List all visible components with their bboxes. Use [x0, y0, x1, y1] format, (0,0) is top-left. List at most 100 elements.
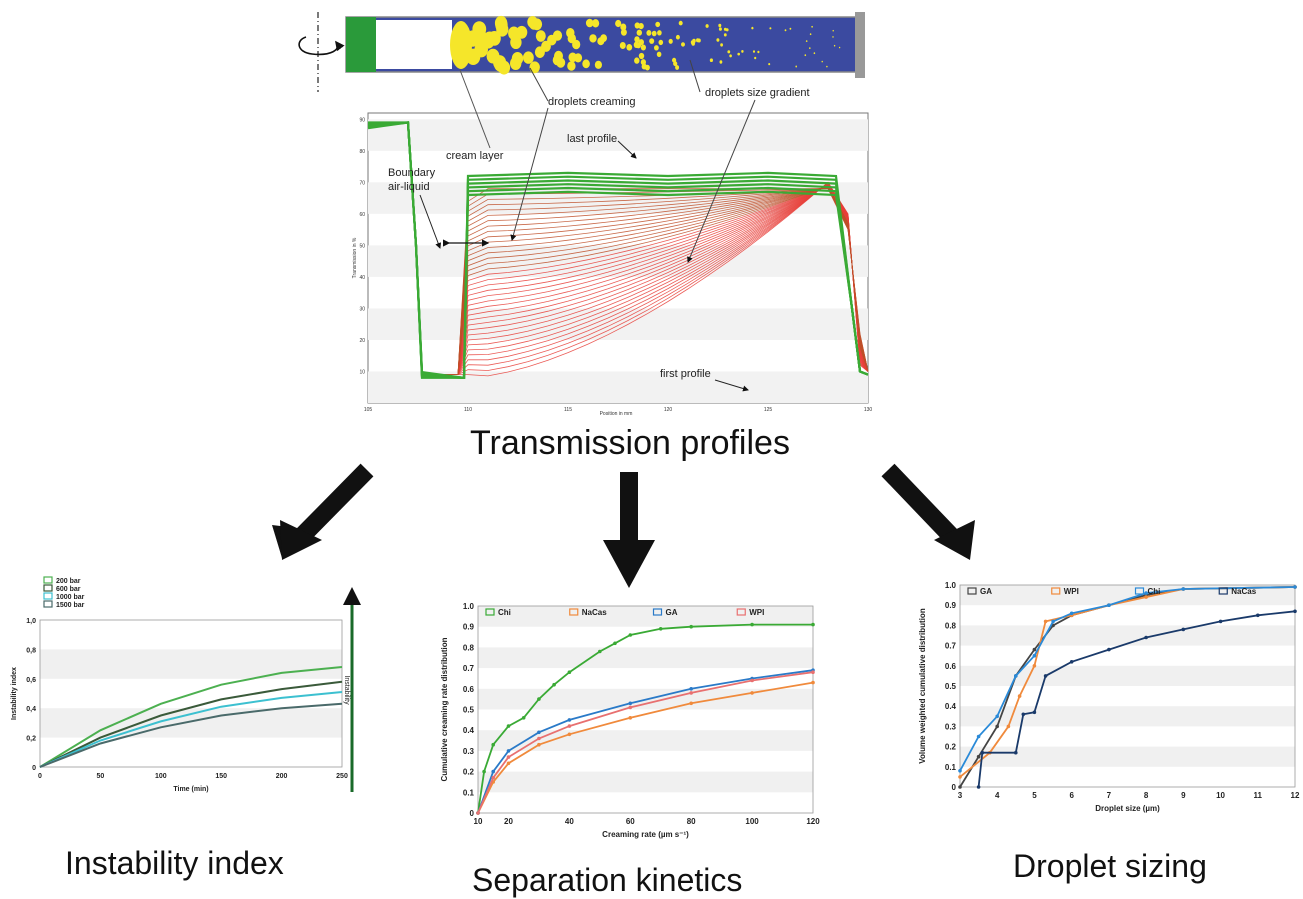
- tube-bottom: [855, 12, 865, 78]
- grid-band: [40, 649, 342, 679]
- droplet: [826, 65, 828, 68]
- droplet: [529, 61, 540, 74]
- leader-creaming-chart: [510, 107, 549, 241]
- grid-band: [478, 730, 813, 751]
- droplet: [634, 22, 640, 29]
- droplet: [804, 54, 807, 57]
- y-tick-label: 1.0: [463, 602, 475, 611]
- droplet: [752, 50, 756, 53]
- legend-swatch: [1218, 587, 1228, 595]
- data-point: [958, 775, 962, 779]
- data-point: [1144, 635, 1148, 640]
- droplet: [527, 16, 538, 28]
- droplet: [649, 38, 655, 44]
- data-point: [976, 734, 981, 739]
- y-tick-label: 0: [952, 783, 957, 792]
- legend-swatch: [569, 608, 579, 616]
- droplet: [691, 41, 695, 46]
- transmission-ticks: 105 110 115 120 125 130 10 20 30 40 50 60 70 80 90: [359, 117, 872, 413]
- leader-boundary: [419, 194, 442, 249]
- droplet: [811, 25, 813, 28]
- data-point: [628, 701, 633, 706]
- y-tick-label: 0.1: [463, 788, 475, 797]
- y-tick-label: 30: [359, 306, 365, 312]
- x-tick-label: 7: [1107, 791, 1112, 800]
- y-tick-label: 0.5: [463, 706, 475, 715]
- droplet: [646, 30, 652, 36]
- legend-label: 1500 bar: [56, 602, 85, 609]
- droplet: [582, 59, 590, 69]
- droplet: [754, 56, 757, 60]
- leader-cream-tube: [459, 69, 491, 149]
- y-tick-label: 0.8: [945, 621, 957, 630]
- droplet: [656, 51, 662, 57]
- y-tick-label: 0.2: [463, 768, 475, 777]
- data-point: [980, 750, 985, 755]
- data-point: [598, 649, 602, 654]
- grid-band: [478, 771, 813, 793]
- droplet: [718, 27, 722, 31]
- x-axis-label: Creaming rate (µm s⁻¹): [602, 830, 689, 839]
- data-point: [521, 716, 526, 720]
- leader-gradient-chart: [687, 99, 756, 263]
- data-point: [1293, 585, 1297, 589]
- droplet: [589, 34, 597, 43]
- droplets: [465, 15, 841, 75]
- label-first-profile: first profile: [660, 368, 711, 380]
- transmission-ylabel: Transmission in %: [352, 237, 358, 278]
- data-point: [1293, 609, 1297, 614]
- droplet: [651, 30, 657, 37]
- legend-label: GA: [666, 608, 678, 617]
- y-tick-label: 0,4: [26, 706, 36, 713]
- x-tick-label: 60: [626, 817, 635, 826]
- transmission-green-profiles: [367, 121, 869, 380]
- grid-band: [960, 585, 1295, 606]
- droplet: [720, 43, 723, 47]
- x-tick-label: 20: [504, 817, 513, 826]
- droplet: [716, 38, 720, 42]
- data-point: [1032, 653, 1037, 658]
- legend-swatch: [1134, 587, 1145, 595]
- y-tick-label: 0: [32, 765, 36, 772]
- y-tick-label: 0,6: [26, 677, 36, 684]
- data-point: [1256, 613, 1260, 618]
- data-point: [506, 749, 511, 753]
- caption-transmission: Transmission profiles: [470, 424, 790, 462]
- legend-swatch: [43, 584, 53, 592]
- y-tick-label: 0.6: [463, 685, 475, 694]
- droplet: [821, 60, 823, 63]
- droplet: [655, 21, 661, 28]
- data-point: [482, 769, 486, 774]
- transmission-xlabel: Position in mm: [600, 411, 633, 417]
- droplet: [567, 33, 576, 44]
- data-point: [628, 633, 633, 637]
- data-point: [1032, 710, 1037, 715]
- droplet: [832, 29, 834, 32]
- sizing-chart: 3 4 5 6 7 8 9 10 11 12 0 0.1 0.2 0.3 0.4 0.5 0.6 0.7 0.8 0.…: [918, 581, 1300, 813]
- separation-chart: 10 20 40 60 80 100 120 0 0.1 0.2 0.3 0.4 0.5 0.6 0.7 0.…: [440, 602, 820, 839]
- droplet: [723, 33, 727, 37]
- series-line-200-bar: [39, 666, 343, 768]
- data-point: [958, 769, 962, 773]
- y-tick-label: 1.0: [945, 581, 957, 590]
- grid-band: [960, 706, 1295, 727]
- data-point: [689, 701, 693, 706]
- droplet: [634, 36, 640, 43]
- droplet: [535, 30, 546, 42]
- data-point: [658, 627, 663, 631]
- droplet: [658, 39, 664, 46]
- series-line-1500-bar: [39, 702, 343, 768]
- data-point: [750, 622, 754, 627]
- droplet: [620, 28, 627, 36]
- droplet: [809, 47, 811, 49]
- droplet: [795, 65, 797, 68]
- droplet: [784, 29, 787, 32]
- data-point: [628, 716, 633, 720]
- x-tick-label: 150: [215, 773, 227, 780]
- y-tick-label: 0.5: [945, 682, 957, 691]
- arrow-left-head2: [280, 520, 322, 560]
- droplet: [675, 65, 680, 70]
- x-tick-label: 12: [1291, 791, 1300, 800]
- grid-band: [478, 606, 813, 627]
- x-tick-label: 130: [864, 407, 873, 413]
